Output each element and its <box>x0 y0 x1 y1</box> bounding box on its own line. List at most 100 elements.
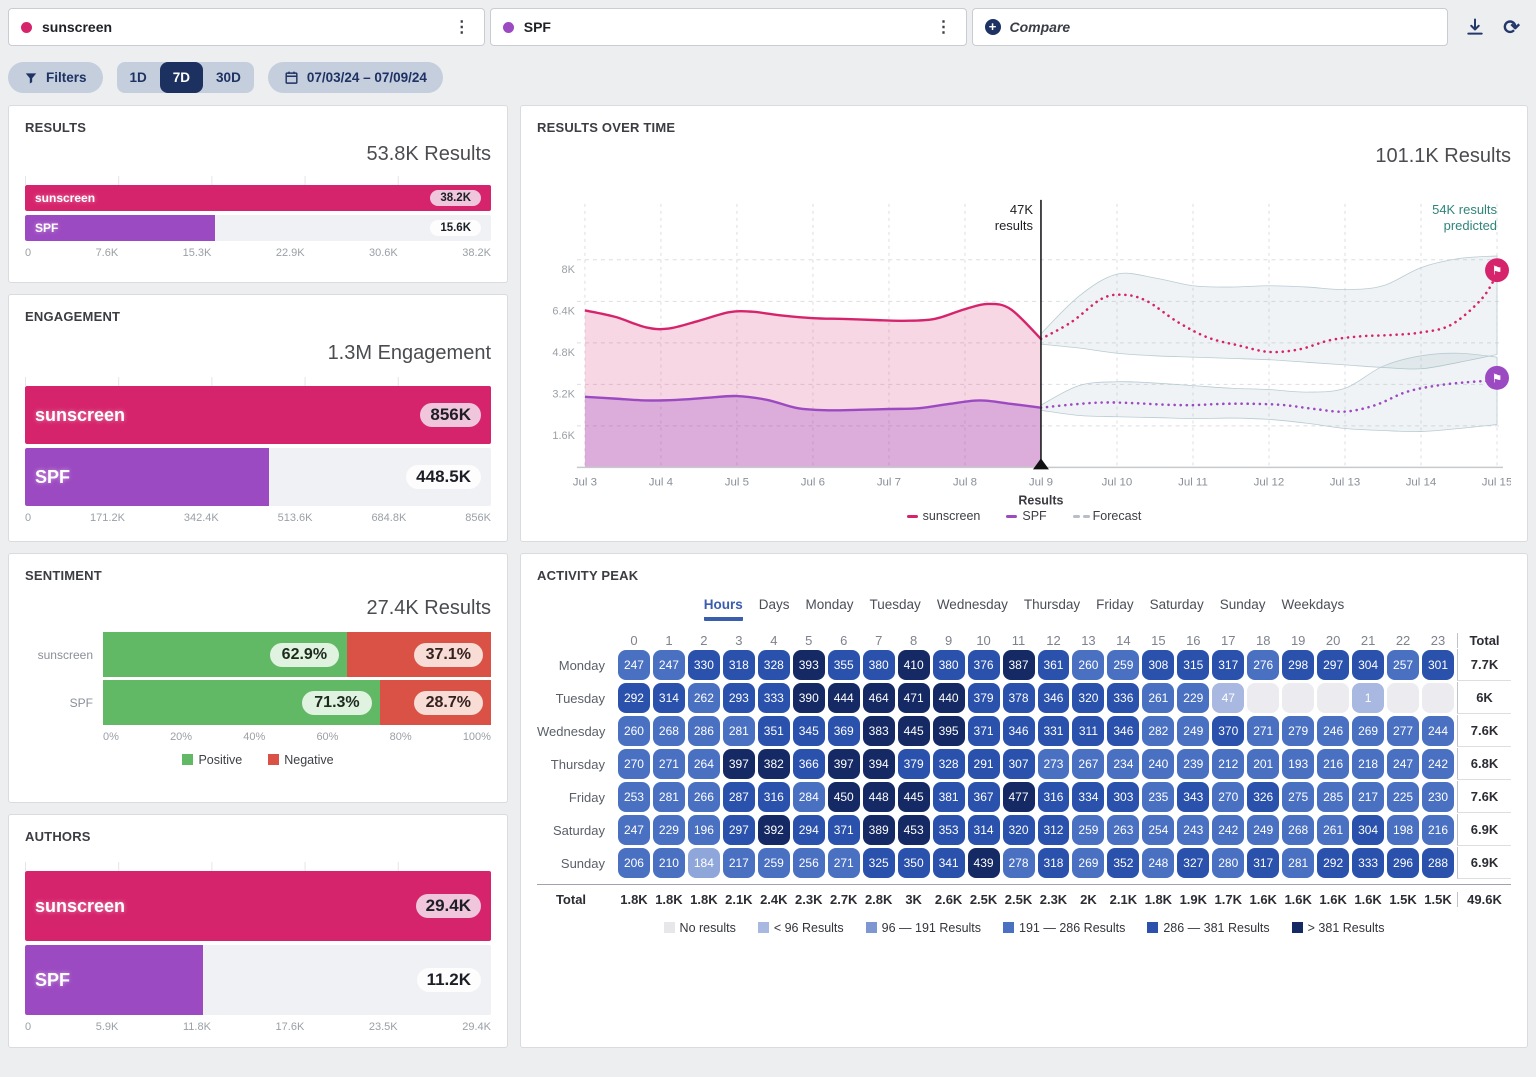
heatmap-cell[interactable]: 259 <box>757 848 790 878</box>
range-button-7d[interactable]: 7D <box>159 62 204 93</box>
heatmap-cell[interactable]: 355 <box>827 650 860 680</box>
heatmap-cell[interactable]: 297 <box>722 815 755 845</box>
heatmap-cell[interactable]: 389 <box>862 815 895 845</box>
heatmap-cell[interactable]: 242 <box>1212 815 1245 845</box>
heatmap-cell[interactable]: 281 <box>1282 848 1315 878</box>
heatmap-cell[interactable]: 271 <box>827 848 860 878</box>
heatmap-cell[interactable] <box>1317 683 1350 713</box>
heatmap-cell[interactable]: 298 <box>1282 650 1315 680</box>
heatmap-cell[interactable]: 269 <box>1072 848 1105 878</box>
heatmap-cell[interactable]: 450 <box>827 782 860 812</box>
tab-wednesday[interactable]: Wednesday <box>936 597 1008 612</box>
heatmap-cell[interactable]: 284 <box>792 782 825 812</box>
heatmap-cell[interactable]: 317 <box>1212 650 1245 680</box>
tab-monday[interactable]: Monday <box>805 597 854 612</box>
heatmap-cell[interactable]: 440 <box>932 683 965 713</box>
heatmap-cell[interactable]: 353 <box>932 815 965 845</box>
heatmap-cell[interactable]: 361 <box>1037 650 1070 680</box>
heatmap-cell[interactable]: 229 <box>652 815 685 845</box>
heatmap-cell[interactable]: 448 <box>862 782 895 812</box>
heatmap-cell[interactable]: 380 <box>932 650 965 680</box>
heatmap-cell[interactable]: 249 <box>1177 716 1210 746</box>
heatmap-cell[interactable]: 333 <box>757 683 790 713</box>
heatmap-cell[interactable]: 279 <box>1282 716 1315 746</box>
heatmap-cell[interactable]: 317 <box>1247 848 1280 878</box>
heatmap-cell[interactable]: 311 <box>1072 716 1105 746</box>
bar-sunscreen[interactable]: sunscreen 29.4K <box>25 871 491 941</box>
heatmap-cell[interactable]: 453 <box>897 815 930 845</box>
heatmap-cell[interactable]: 379 <box>897 749 930 779</box>
bar-spf[interactable]: SPF 11.2K <box>25 945 491 1015</box>
heatmap-cell[interactable]: 234 <box>1107 749 1140 779</box>
heatmap-cell[interactable]: 380 <box>862 650 895 680</box>
heatmap-cell[interactable]: 239 <box>1177 749 1210 779</box>
heatmap-cell[interactable]: 260 <box>1072 650 1105 680</box>
negative-segment[interactable]: 37.1% <box>347 632 491 677</box>
heatmap-cell[interactable]: 304 <box>1352 650 1385 680</box>
heatmap-cell[interactable]: 297 <box>1317 650 1350 680</box>
heatmap-cell[interactable]: 276 <box>1247 650 1280 680</box>
bar-sunscreen[interactable]: sunscreen 38.2K <box>25 185 491 211</box>
heatmap-cell[interactable]: 308 <box>1142 650 1175 680</box>
heatmap-cell[interactable]: 281 <box>722 716 755 746</box>
heatmap-cell[interactable] <box>1387 683 1420 713</box>
heatmap-cell[interactable]: 315 <box>1177 650 1210 680</box>
heatmap-cell[interactable]: 318 <box>1037 848 1070 878</box>
heatmap-cell[interactable]: 266 <box>687 782 720 812</box>
heatmap-cell[interactable]: 325 <box>862 848 895 878</box>
tab-saturday[interactable]: Saturday <box>1149 597 1204 612</box>
heatmap-cell[interactable]: 270 <box>1212 782 1245 812</box>
heatmap-cell[interactable]: 269 <box>1352 716 1385 746</box>
heatmap-cell[interactable]: 280 <box>1212 848 1245 878</box>
heatmap-cell[interactable]: 248 <box>1142 848 1175 878</box>
heatmap-cell[interactable]: 333 <box>1352 848 1385 878</box>
heatmap-cell[interactable]: 371 <box>967 716 1000 746</box>
heatmap-cell[interactable]: 292 <box>1317 848 1350 878</box>
heatmap-cell[interactable]: 292 <box>618 683 650 713</box>
heatmap-cell[interactable]: 346 <box>1037 683 1070 713</box>
heatmap-cell[interactable]: 296 <box>1387 848 1420 878</box>
heatmap-cell[interactable]: 278 <box>1002 848 1035 878</box>
heatmap-cell[interactable]: 370 <box>1212 716 1245 746</box>
heatmap-cell[interactable]: 244 <box>1422 716 1454 746</box>
heatmap-cell[interactable]: 366 <box>792 749 825 779</box>
heatmap-cell[interactable]: 445 <box>897 716 930 746</box>
heatmap-cell[interactable]: 293 <box>722 683 755 713</box>
heatmap-cell[interactable]: 281 <box>652 782 685 812</box>
heatmap-cell[interactable]: 286 <box>687 716 720 746</box>
heatmap-cell[interactable]: 316 <box>757 782 790 812</box>
heatmap-cell[interactable]: 301 <box>1422 650 1454 680</box>
heatmap-cell[interactable]: 247 <box>618 815 650 845</box>
heatmap-cell[interactable]: 350 <box>897 848 930 878</box>
heatmap-cell[interactable]: 277 <box>1387 716 1420 746</box>
heatmap-cell[interactable]: 303 <box>1107 782 1140 812</box>
heatmap-cell[interactable]: 247 <box>652 650 685 680</box>
heatmap-cell[interactable]: 261 <box>1142 683 1175 713</box>
kebab-menu-icon[interactable]: ⋮ <box>935 19 952 36</box>
heatmap-cell[interactable]: 257 <box>1387 650 1420 680</box>
heatmap-cell[interactable]: 304 <box>1352 815 1385 845</box>
heatmap-cell[interactable]: 379 <box>967 683 1000 713</box>
results-over-time-chart[interactable]: Jul 3 Jul 4 Jul 5 Jul 6 Jul 7 Jul 8 Jul 9 Jul 1… <box>537 168 1511 507</box>
heatmap-cell[interactable]: 351 <box>757 716 790 746</box>
heatmap-cell[interactable]: 439 <box>967 848 1000 878</box>
heatmap-cell[interactable]: 328 <box>932 749 965 779</box>
heatmap-cell[interactable]: 327 <box>1177 848 1210 878</box>
heatmap-cell[interactable]: 314 <box>652 683 685 713</box>
heatmap-cell[interactable]: 336 <box>1107 683 1140 713</box>
heatmap-cell[interactable]: 393 <box>792 650 825 680</box>
heatmap-cell[interactable]: 240 <box>1142 749 1175 779</box>
heatmap-cell[interactable] <box>1422 683 1454 713</box>
refresh-icon[interactable]: ⟳ <box>1503 16 1521 39</box>
heatmap-cell[interactable]: 262 <box>687 683 720 713</box>
heatmap-cell[interactable]: 367 <box>967 782 1000 812</box>
heatmap-cell[interactable]: 246 <box>1317 716 1350 746</box>
heatmap-cell[interactable]: 477 <box>1002 782 1035 812</box>
heatmap-cell[interactable]: 184 <box>687 848 720 878</box>
heatmap-cell[interactable]: 383 <box>862 716 895 746</box>
bar-spf[interactable]: SPF 15.6K <box>25 215 491 241</box>
heatmap-cell[interactable]: 247 <box>1387 749 1420 779</box>
query-chip-sunscreen[interactable]: sunscreen ⋮ <box>8 8 485 46</box>
heatmap-cell[interactable]: 198 <box>1387 815 1420 845</box>
tab-friday[interactable]: Friday <box>1096 597 1134 612</box>
